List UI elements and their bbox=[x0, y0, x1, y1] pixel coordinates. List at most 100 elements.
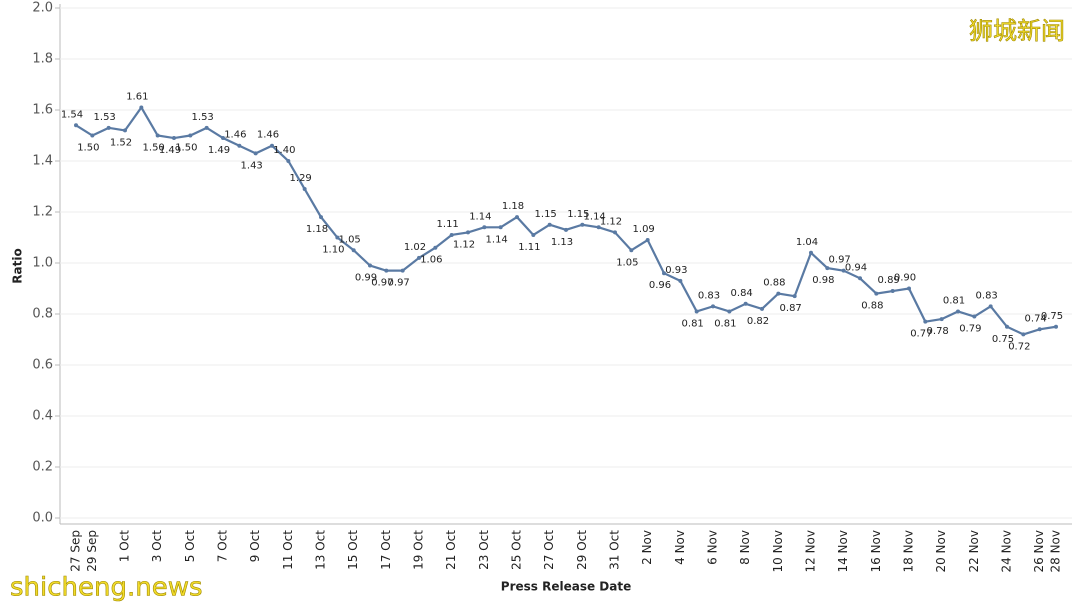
data-label: 0.75 bbox=[992, 334, 1014, 345]
data-label: 0.99 bbox=[355, 273, 377, 284]
point bbox=[841, 268, 846, 273]
data-label: 1.11 bbox=[518, 242, 540, 253]
point bbox=[596, 225, 601, 230]
data-label: 0.90 bbox=[894, 273, 916, 284]
y-tick-label: 0.6 bbox=[32, 358, 53, 373]
point bbox=[1021, 332, 1026, 337]
point bbox=[515, 215, 519, 220]
data-label: 0.83 bbox=[976, 290, 998, 301]
data-label: 1.46 bbox=[257, 130, 279, 141]
data-label: 0.81 bbox=[943, 295, 965, 306]
point bbox=[923, 319, 928, 324]
x-tick-label: 25 Oct bbox=[510, 530, 524, 570]
data-label: 0.93 bbox=[665, 265, 687, 276]
data-label: 0.81 bbox=[682, 318, 704, 329]
data-label: 0.96 bbox=[649, 280, 671, 291]
data-label: 1.13 bbox=[551, 237, 573, 248]
line bbox=[75, 105, 1057, 336]
point bbox=[335, 235, 340, 240]
point bbox=[400, 268, 405, 273]
data-label: 1.06 bbox=[420, 255, 442, 266]
x-tick-label: 11 Oct bbox=[281, 530, 295, 570]
point bbox=[694, 309, 699, 314]
data-label: 1.14 bbox=[469, 211, 491, 222]
point bbox=[564, 227, 568, 232]
x-tick-label: 7 Oct bbox=[216, 530, 230, 562]
point bbox=[972, 314, 977, 319]
data-label: 1.10 bbox=[322, 245, 344, 256]
watermark: shicheng.news bbox=[10, 573, 203, 603]
point bbox=[645, 238, 650, 243]
x-tick-label: 29 Sep bbox=[85, 530, 99, 572]
data-label: 0.81 bbox=[714, 318, 736, 329]
data-label: 1.52 bbox=[110, 137, 132, 148]
point bbox=[139, 105, 144, 110]
point bbox=[351, 248, 356, 253]
data-label: 1.12 bbox=[453, 239, 475, 250]
point bbox=[417, 255, 421, 260]
point bbox=[482, 225, 487, 230]
point bbox=[253, 151, 258, 156]
x-tick-label: 31 Oct bbox=[608, 530, 622, 570]
x-tick-label: 19 Oct bbox=[412, 530, 426, 570]
data-label: 1.50 bbox=[143, 143, 165, 154]
point bbox=[531, 232, 536, 237]
point bbox=[237, 143, 242, 148]
y-tick-label: 1.8 bbox=[32, 52, 53, 67]
data-label: 0.98 bbox=[812, 275, 834, 286]
data-label: 1.40 bbox=[273, 145, 295, 156]
point bbox=[776, 291, 781, 296]
point bbox=[286, 159, 291, 163]
data-label: 0.78 bbox=[927, 326, 949, 337]
watermark: 狮城新闻 bbox=[969, 17, 1065, 45]
y-tick-label: 0.2 bbox=[32, 460, 53, 475]
point bbox=[1005, 324, 1009, 329]
y-axis-label: Ratio bbox=[11, 248, 25, 283]
point bbox=[302, 187, 307, 192]
y-tick-label: 0.4 bbox=[32, 409, 53, 424]
x-tick-label: 18 Nov bbox=[902, 530, 916, 573]
y-tick-label: 1.6 bbox=[32, 103, 53, 118]
data-label: 1.49 bbox=[208, 145, 230, 156]
point bbox=[907, 286, 911, 291]
point bbox=[956, 309, 960, 314]
data-label: 1.46 bbox=[224, 130, 246, 141]
point bbox=[123, 128, 127, 133]
point bbox=[825, 266, 830, 271]
data-label: 1.09 bbox=[633, 224, 655, 235]
x-tick-label: 14 Nov bbox=[836, 530, 850, 573]
x-tick-label: 12 Nov bbox=[804, 530, 818, 573]
x-tick-label: 23 Oct bbox=[477, 530, 491, 570]
point bbox=[629, 248, 634, 253]
data-label: 1.12 bbox=[600, 216, 622, 227]
data-label: 0.79 bbox=[959, 324, 981, 335]
data-label: 0.88 bbox=[861, 301, 883, 312]
point bbox=[204, 125, 209, 130]
point bbox=[678, 278, 683, 283]
x-tick-label: 27 Oct bbox=[542, 530, 556, 570]
point bbox=[270, 143, 274, 148]
point bbox=[188, 133, 193, 138]
point bbox=[1037, 327, 1042, 332]
point bbox=[792, 294, 797, 299]
data-label: 1.04 bbox=[796, 237, 818, 248]
y-tick-label: 1.0 bbox=[32, 256, 53, 271]
point bbox=[384, 268, 389, 273]
point bbox=[368, 263, 372, 268]
data-label: 0.88 bbox=[763, 278, 785, 289]
y-tick-label: 0.8 bbox=[32, 307, 53, 322]
point bbox=[106, 125, 111, 130]
point bbox=[662, 271, 666, 276]
x-tick-label: 21 Oct bbox=[444, 530, 458, 570]
x-tick-label: 1 Oct bbox=[118, 530, 132, 562]
point bbox=[547, 222, 552, 227]
x-tick-label: 2 Nov bbox=[640, 530, 654, 565]
data-label: 1.02 bbox=[404, 242, 426, 253]
data-label: 1.54 bbox=[61, 109, 83, 120]
data-label: 1.49 bbox=[159, 145, 181, 156]
point bbox=[155, 133, 160, 138]
data-label: 1.14 bbox=[584, 211, 606, 222]
y-tick-label: 0.0 bbox=[32, 511, 53, 526]
data-label: 0.82 bbox=[747, 316, 769, 327]
